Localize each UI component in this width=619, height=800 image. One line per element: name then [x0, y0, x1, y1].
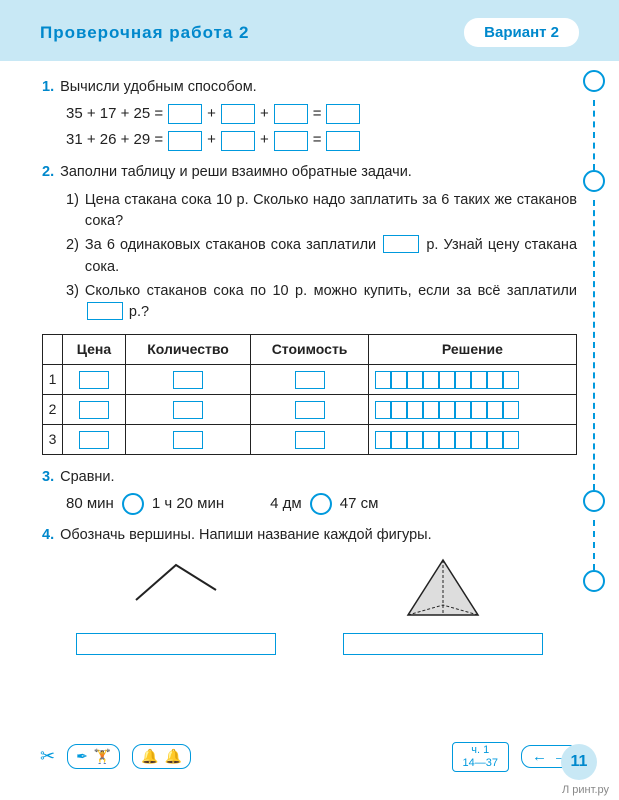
tool-group-1: ✒ 🏋	[67, 744, 120, 769]
inline-answer-box[interactable]	[87, 302, 123, 320]
angle-shape	[121, 555, 231, 610]
task-2-text: Заполни таблицу и реши взаимно обратные …	[60, 164, 412, 180]
variant-badge: Вариант 2	[464, 18, 579, 47]
th-price: Цена	[63, 335, 126, 365]
subtask-3: 3) Сколько стаканов сока по 10 р. можно …	[66, 281, 577, 325]
scissors-icon: ✂	[40, 746, 55, 767]
side-dot	[583, 170, 605, 192]
inline-answer-box[interactable]	[383, 235, 419, 253]
task-4: 4. Обозначь вершины. Напиши название кажд…	[42, 525, 577, 655]
tool-group-2: 🔔 🔔	[132, 744, 191, 769]
bell-icon: 🔔	[141, 748, 158, 765]
ref-line1: ч. 1	[463, 744, 498, 757]
bottom-toolbar: ✂ ✒ 🏋 🔔 🔔 ч. 1 14—37 ← →	[40, 742, 579, 772]
compare-right: 47 см	[340, 493, 379, 516]
answer-box[interactable]	[168, 131, 202, 151]
table-row: 1	[43, 365, 577, 395]
answer-box[interactable]	[274, 131, 308, 151]
answer-box[interactable]	[274, 104, 308, 124]
sub-num: 3)	[66, 281, 79, 325]
page-header: Проверочная работа 2 Вариант 2	[0, 0, 619, 61]
equation-2: 31 + 26 + 29 = + + =	[66, 129, 577, 152]
table-row: 3	[43, 425, 577, 455]
compare-circle[interactable]	[310, 493, 332, 515]
task-4-num: 4.	[42, 527, 54, 543]
header-title: Проверочная работа 2	[40, 23, 250, 43]
task-3-num: 3.	[42, 469, 54, 485]
solution-cells[interactable]	[375, 431, 570, 449]
compare-right: 1 ч 20 мин	[152, 493, 224, 516]
equation-1: 35 + 17 + 25 = + + =	[66, 103, 577, 126]
cell-box[interactable]	[173, 371, 203, 389]
row-num: 2	[43, 395, 63, 425]
eq2-prefix: 31 + 26 + 29 =	[66, 129, 163, 152]
answer-box[interactable]	[168, 104, 202, 124]
sub-num: 2)	[66, 235, 79, 279]
subtask-2: 2) За 6 одинаковых стаканов сока заплати…	[66, 235, 577, 279]
th-blank	[43, 335, 63, 365]
arrow-left-icon[interactable]: ←	[532, 748, 547, 765]
solution-cells[interactable]	[375, 371, 570, 389]
cell-box[interactable]	[173, 401, 203, 419]
row-num: 1	[43, 365, 63, 395]
answer-box[interactable]	[221, 104, 255, 124]
pyramid-shape	[388, 555, 498, 625]
cell-box[interactable]	[295, 401, 325, 419]
answer-box[interactable]	[326, 104, 360, 124]
sub-text: За 6 одинаковых стаканов сока заплатили …	[85, 235, 577, 279]
sub-text: Цена стакана сока 10 р. Сколько надо зап…	[85, 190, 577, 234]
side-marker-column	[583, 70, 605, 630]
th-solution: Решение	[368, 335, 576, 365]
bell-icon: 🔔	[165, 748, 182, 765]
cell-box[interactable]	[79, 401, 109, 419]
row-num: 3	[43, 425, 63, 455]
sub-num: 1)	[66, 190, 79, 234]
subtask-1: 1) Цена стакана сока 10 р. Сколько надо …	[66, 190, 577, 234]
task-1-text: Вычисли удобным способом.	[60, 79, 257, 95]
page-number: 11	[561, 744, 597, 780]
side-dot	[583, 70, 605, 92]
compare-circle[interactable]	[122, 493, 144, 515]
task-4-text: Обозначь вершины. Напиши название каждой…	[60, 527, 432, 543]
feather-icon: ✒	[76, 748, 88, 765]
content-area: 1. Вычисли удобным способом. 35 + 17 + 25…	[0, 61, 619, 655]
task-1-num: 1.	[42, 79, 54, 95]
th-qty: Количество	[125, 335, 250, 365]
shape-name-box[interactable]	[76, 633, 276, 655]
eq1-prefix: 35 + 17 + 25 =	[66, 103, 163, 126]
solution-cells[interactable]	[375, 401, 570, 419]
answer-box[interactable]	[221, 131, 255, 151]
compare-row: 80 мин 1 ч 20 мин 4 дм 47 см	[66, 493, 577, 516]
task-3: 3. Сравни. 80 мин 1 ч 20 мин 4 дм 47 см	[42, 467, 577, 515]
table-row: 2	[43, 395, 577, 425]
weight-icon: 🏋	[94, 748, 111, 765]
shapes-row	[42, 555, 577, 625]
answer-box[interactable]	[326, 131, 360, 151]
task-2-num: 2.	[42, 164, 54, 180]
shape-name-box[interactable]	[343, 633, 543, 655]
compare-left: 80 мин	[66, 493, 114, 516]
task-3-text: Сравни.	[60, 469, 114, 485]
shape-answer-row	[42, 633, 577, 655]
cell-box[interactable]	[173, 431, 203, 449]
solution-table: Цена Количество Стоимость Решение 1 2	[42, 334, 577, 455]
task-2: 2. Заполни таблицу и реши взаимно обратны…	[42, 162, 577, 455]
task-1: 1. Вычисли удобным способом. 35 + 17 + 25…	[42, 77, 577, 152]
cell-box[interactable]	[295, 371, 325, 389]
ref-line2: 14—37	[463, 757, 498, 770]
cell-box[interactable]	[79, 431, 109, 449]
compare-left: 4 дм	[270, 493, 302, 516]
cell-box[interactable]	[295, 431, 325, 449]
sub-text: Сколько стаканов сока по 10 р. можно куп…	[85, 281, 577, 325]
th-cost: Стоимость	[251, 335, 369, 365]
side-dot	[583, 490, 605, 512]
side-dot	[583, 570, 605, 592]
watermark: Л ринт.ру	[562, 784, 609, 796]
reference-box: ч. 1 14—37	[452, 742, 509, 772]
cell-box[interactable]	[79, 371, 109, 389]
